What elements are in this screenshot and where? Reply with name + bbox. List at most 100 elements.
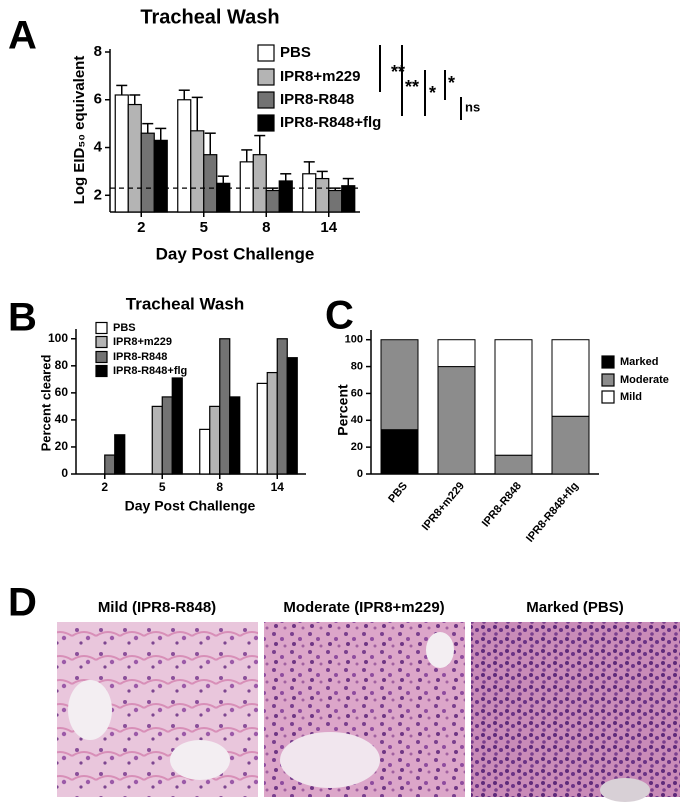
y-tick-label: 60 (351, 387, 363, 399)
bar (216, 182, 231, 213)
y-tick-label: 0 (61, 466, 68, 480)
legend-swatch (257, 44, 275, 62)
y-tick-label: 6 (94, 91, 102, 108)
y-tick-label: 4 (94, 138, 103, 155)
significance-label: ** (405, 77, 419, 97)
bar (114, 434, 126, 475)
legend-label: PBS (280, 44, 311, 61)
legend-swatch (95, 321, 108, 335)
legend-swatch (257, 91, 275, 109)
bar (151, 405, 163, 475)
bar (219, 338, 231, 475)
bar (341, 185, 356, 213)
bar (104, 454, 116, 475)
x-tick-label: 8 (262, 219, 270, 236)
x-tick-label: 14 (320, 219, 337, 236)
artifact (600, 778, 650, 802)
significance-label: ** (391, 62, 405, 82)
bar-segment (551, 415, 590, 475)
bar-segment (437, 339, 476, 368)
y-tick-label: 8 (94, 43, 102, 60)
legend-swatch (601, 373, 615, 387)
y-tick-label: 80 (351, 360, 363, 372)
legend-label: IPR8-R848 (113, 351, 167, 363)
panel-a-significance (379, 45, 462, 120)
significance-label: * (448, 73, 455, 93)
chart-title: Tracheal Wash (126, 294, 244, 313)
y-tick-label: 80 (55, 358, 69, 372)
y-axis-label: Log EID₅₀ equivalent (71, 56, 88, 205)
image-caption: Marked (PBS) (526, 599, 624, 616)
bar-segment (494, 454, 533, 475)
y-tick-label: 100 (48, 331, 68, 345)
bar (171, 377, 183, 475)
histology-image (471, 622, 680, 797)
legend-swatch (95, 364, 108, 378)
significance-label: ns (465, 99, 480, 114)
chart-title: Tracheal Wash (140, 6, 279, 28)
alveolar-space (68, 680, 112, 740)
bar (229, 396, 241, 475)
alveolar-space (426, 632, 454, 668)
x-tick-label: 2 (101, 480, 108, 494)
bar (127, 103, 142, 213)
bar-segment (551, 339, 590, 417)
y-tick-label: 20 (351, 441, 363, 453)
panel-label: B (8, 296, 37, 340)
bar (190, 130, 205, 213)
bar (161, 396, 173, 475)
legend-swatch (257, 68, 275, 86)
bar (276, 338, 288, 475)
legend-swatch (601, 355, 615, 369)
x-tick-label: 2 (137, 219, 145, 236)
bar (199, 428, 211, 475)
legend-swatch (95, 350, 108, 364)
vessel (280, 732, 380, 788)
bar (302, 173, 317, 213)
x-tick-label: 5 (200, 219, 208, 236)
legend-swatch (95, 335, 108, 349)
legend-swatch (601, 390, 615, 404)
legend-label: IPR8+m229 (113, 336, 172, 348)
legend-label: IPR8+m229 (280, 68, 360, 85)
image-caption: Mild (IPR8-R848) (98, 599, 216, 616)
y-axis-label: Percent (335, 384, 351, 436)
bar-segment (380, 339, 419, 431)
bar (209, 405, 221, 475)
legend-label: IPR8-R848+flg (280, 114, 381, 131)
x-tick-label: 5 (159, 480, 166, 494)
bar-segment (437, 366, 476, 475)
bar (286, 357, 298, 475)
y-axis-label: Percent cleared (38, 355, 53, 452)
panel-label: A (8, 14, 37, 58)
significance-label: * (429, 83, 436, 103)
bar (256, 382, 268, 475)
bar (203, 154, 218, 213)
legend-label: Mild (620, 391, 642, 403)
y-tick-label: 20 (55, 439, 69, 453)
alveolar-space (170, 740, 230, 780)
y-tick-label: 2 (94, 186, 102, 203)
x-tick-label: IPR8+m229 (420, 480, 467, 533)
x-tick-label: IPR8-R848+flg (524, 480, 581, 545)
bar (265, 189, 280, 213)
bar (239, 161, 254, 213)
bar (153, 139, 168, 213)
bar-segment (380, 429, 419, 475)
bar (328, 189, 343, 213)
bar (114, 94, 129, 213)
panel-label: D (8, 581, 37, 625)
x-tick-label: 14 (271, 480, 285, 494)
x-tick-label: 8 (216, 480, 223, 494)
x-axis-label: Day Post Challenge (156, 244, 315, 263)
panel-label: C (325, 294, 354, 338)
y-tick-label: 0 (357, 468, 363, 480)
y-tick-label: 40 (351, 414, 363, 426)
legend-swatch (257, 114, 275, 132)
x-axis-label: Day Post Challenge (125, 498, 256, 514)
bar (177, 99, 192, 213)
bar-segment (494, 339, 533, 456)
x-tick-label: IPR8-R848 (480, 480, 524, 529)
legend-label: IPR8-R848+flg (113, 365, 187, 377)
